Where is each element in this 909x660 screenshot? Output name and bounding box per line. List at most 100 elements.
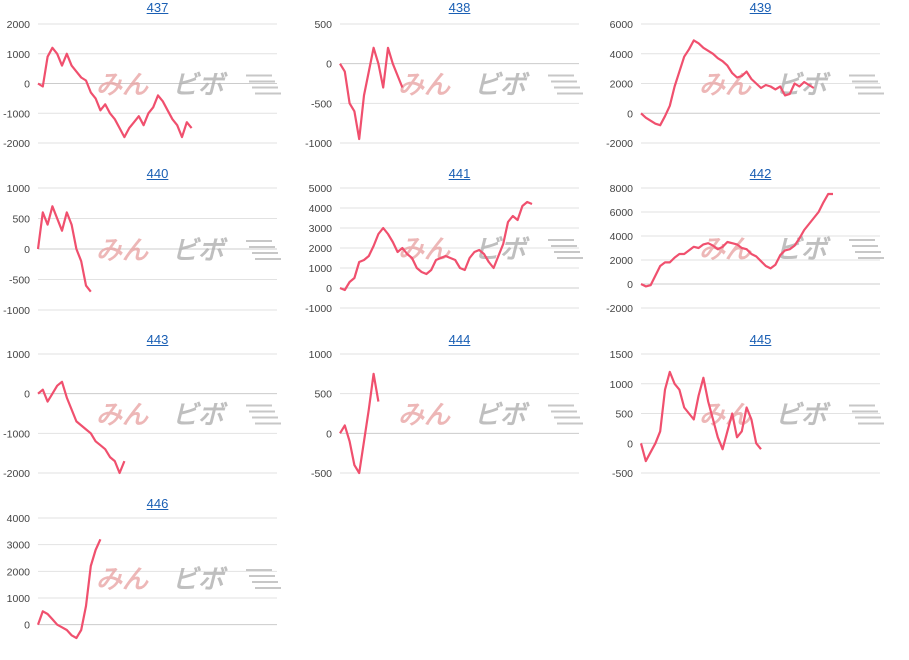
chart-title-link[interactable]: 442 [749,166,772,181]
series-line [37,46,193,139]
y-tick-label: -2000 [3,138,30,150]
y-tick-label: 0 [24,79,30,91]
y-tick-label: 2000 [7,19,31,31]
chart-panel-442: 8000 6000 4000 2000 0 -2000 みん ビボ 442 [603,166,903,326]
y-tick-label: 2000 [610,79,634,91]
y-tick-label: 5000 [309,183,333,195]
y-tick-label: -2000 [3,468,30,480]
series-line [36,205,92,293]
watermark-left: みん [699,235,752,265]
y-tick-label: 0 [627,438,633,450]
y-tick-label: 4000 [610,49,634,61]
watermark-right: ビボ [775,71,831,101]
y-tick-label: 3000 [7,540,31,552]
y-tick-label: -500 [311,468,332,480]
chart-panel-445: 1500 1000 500 0 -500 みん ビボ 445 [603,332,903,492]
watermark-right: ビボ [172,71,228,101]
y-tick-label: -1000 [3,428,30,440]
y-tick-label: 1000 [7,183,31,195]
y-tick-label: 0 [627,279,633,291]
chart-svg: 1000 500 0 -500 -1000 みん ビボ [3,183,281,317]
y-tick-label: 4000 [309,203,333,215]
watermark-left: みん [398,71,451,101]
y-tick-label: -1000 [305,138,332,150]
watermark-left: みん [96,565,149,595]
series-line [37,380,126,475]
watermark-right: ビボ [172,236,228,266]
y-tick-label: 1000 [7,49,31,61]
chart-panel-439: 6000 4000 2000 0 -2000 みん ビボ 439 [603,0,903,160]
chart-panel-438: 500 0 -500 -1000 みん ビボ 438 [302,0,602,160]
y-tick-label: 0 [627,108,633,120]
y-tick-label: 1500 [610,349,634,361]
series-line [36,538,102,640]
watermark-left: みん [398,235,451,265]
chart-title-link[interactable]: 439 [749,0,772,15]
series-line [639,370,762,463]
watermark-left: みん [96,71,149,101]
y-tick-label: 0 [24,620,30,632]
y-tick-label: 0 [24,244,30,256]
y-tick-label: -1000 [305,303,332,315]
y-tick-label: -1000 [3,305,30,317]
y-tick-label: 2000 [309,243,333,255]
y-tick-label: 0 [24,389,30,401]
chart-panel-437: 2000 1000 0 -1000 -2000 みん ビボ 437 [0,0,300,160]
y-tick-label: 0 [326,428,332,440]
chart-title-link[interactable]: 444 [448,332,471,347]
chart-title-link[interactable]: 437 [146,0,169,15]
watermark-right: ビボ [172,565,228,595]
y-tick-label: -500 [311,98,332,110]
watermark-right: ビボ [474,235,530,265]
y-tick-label: 6000 [610,19,634,31]
y-tick-label: 4000 [7,513,31,525]
chart-svg: 500 0 -500 -1000 みん ビボ [305,19,583,150]
chart-svg: 2000 1000 0 -1000 -2000 みん ビボ [3,19,281,150]
series-line [640,192,833,288]
watermark-left: みん [96,401,149,431]
watermark-right: ビボ [172,401,228,431]
watermark-right: ビボ [474,71,530,101]
series-line [640,39,815,127]
chart-svg: 1000 500 0 -500 みん ビボ [309,349,583,480]
chart-panel-446: 4000 3000 2000 1000 0 みん ビボ 446 [0,496,300,656]
series-line [339,200,533,292]
y-tick-label: 500 [314,19,332,31]
y-tick-label: 2000 [7,566,31,578]
y-tick-label: -500 [612,468,633,480]
y-tick-label: 0 [326,59,332,71]
y-tick-label: 500 [615,409,633,421]
y-tick-label: 500 [12,214,30,226]
chart-panel-443: 1000 0 -1000 -2000 みん ビボ 443 [0,332,300,492]
watermark-right: ビボ [474,401,530,431]
chart-panel-444: 1000 500 0 -500 みん ビボ 444 [302,332,602,492]
chart-title-link[interactable]: 443 [146,332,169,347]
chart-title-link[interactable]: 438 [448,0,471,15]
y-tick-label: -1000 [3,108,30,120]
y-tick-label: 3000 [309,223,333,235]
chart-title-link[interactable]: 445 [749,332,772,347]
y-tick-label: 1000 [7,349,31,361]
chart-panel-440: 1000 500 0 -500 -1000 みん ビボ 440 [0,166,300,326]
chart-svg: 1000 0 -1000 -2000 みん ビボ [3,349,281,480]
chart-svg: 4000 3000 2000 1000 0 みん ビボ [7,513,281,640]
y-tick-label: -2000 [606,303,633,315]
y-tick-label: -2000 [606,138,633,150]
y-tick-label: 1000 [610,379,634,391]
y-tick-label: 1000 [7,593,31,605]
watermark-right: ビボ [775,401,831,431]
y-tick-label: 0 [326,283,332,295]
watermark-right: ビボ [775,235,831,265]
y-tick-label: 500 [314,389,332,401]
chart-title-link[interactable]: 446 [146,496,169,511]
chart-title-link[interactable]: 441 [448,166,471,181]
chart-svg: 5000 4000 3000 2000 1000 0 -1000 みん ビボ [305,183,583,315]
watermark-left: みん [398,401,451,431]
series-line [339,46,404,141]
series-line [339,372,380,475]
chart-title-link[interactable]: 440 [146,166,169,181]
y-tick-label: 6000 [610,207,634,219]
y-tick-label: -500 [9,275,30,287]
chart-panel-441: 5000 4000 3000 2000 1000 0 -1000 みん ビボ 441 [302,166,602,326]
